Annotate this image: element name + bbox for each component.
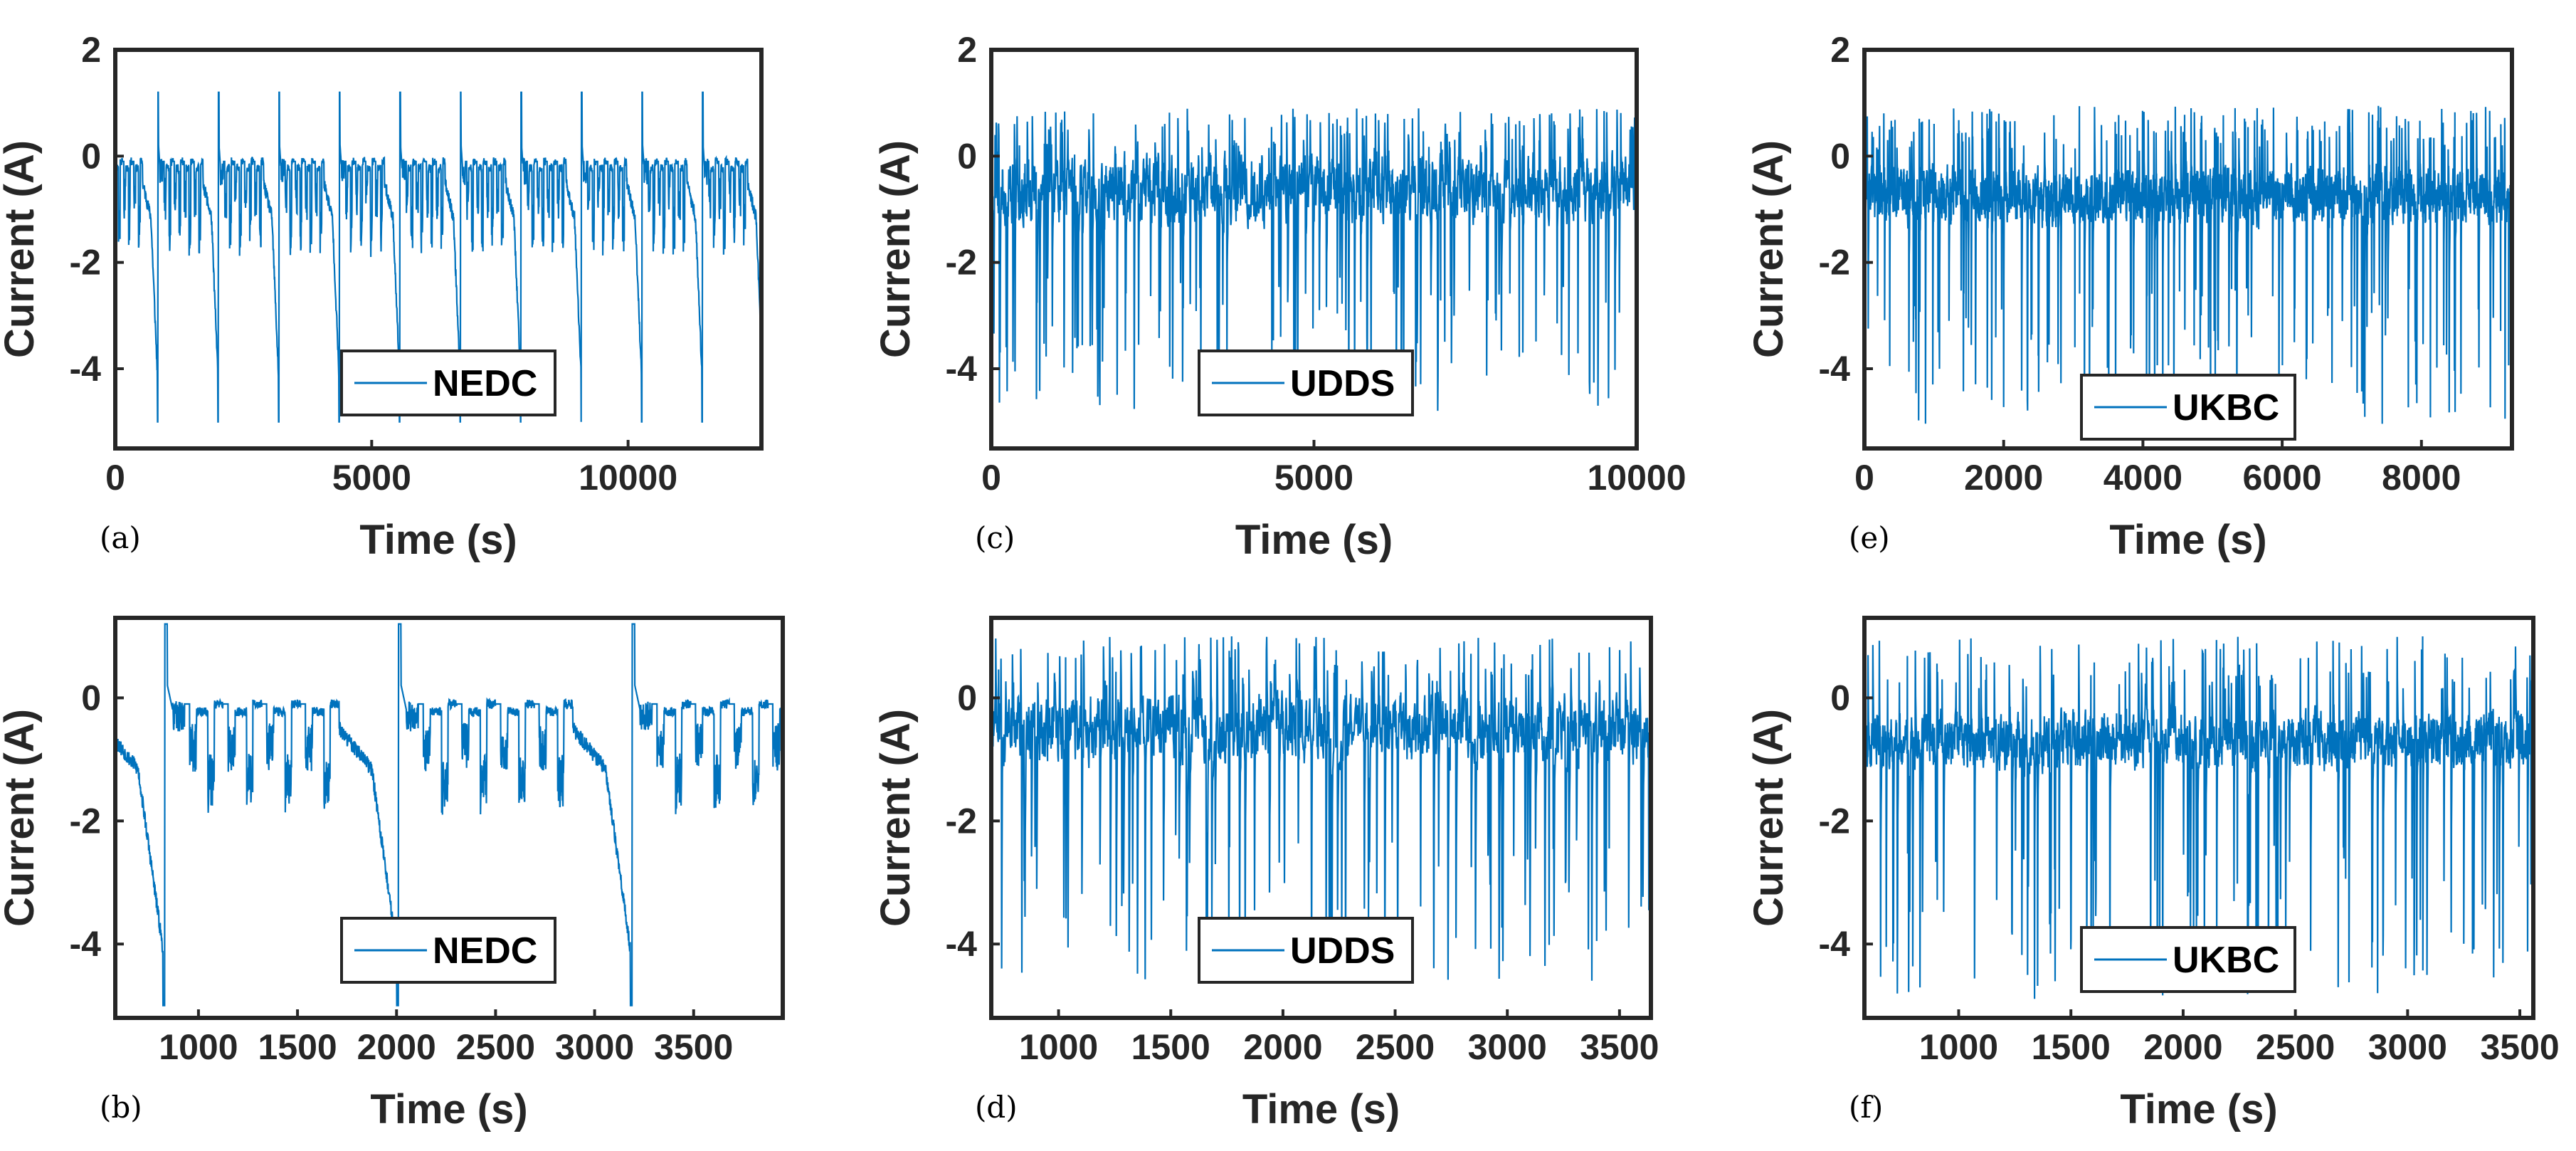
chart-panel-f: 1000 1500 2000 2500 3000 3500 0 -2 -4 Time (s) Cur…: [1746, 616, 2560, 1132]
x-axis-title: Time (s): [2120, 1086, 2277, 1132]
x-tick-label: 3000: [555, 1027, 634, 1067]
panel-label: (a): [100, 520, 141, 555]
chart-panel-a: 0 5000 10000 2 0 -2 -4 Time (s) Current (A) NEDC (…: [0, 30, 764, 563]
y-axis-title: Current (A): [872, 709, 919, 927]
x-tick-label: 3500: [1580, 1027, 1659, 1067]
y-tick-label: -2: [70, 801, 101, 841]
x-tick-label: 1500: [1131, 1027, 1210, 1067]
y-tick-label: -2: [70, 243, 101, 283]
y-tick-label: -4: [1819, 349, 1851, 389]
x-tick-label: 2000: [2143, 1027, 2222, 1067]
x-tick-label: 3000: [2368, 1027, 2447, 1067]
chart-panel-c: 0 5000 10000 2 0 -2 -4 Time (s) Current (A) UDDS (…: [872, 30, 1686, 563]
panel-label: (d): [975, 1090, 1018, 1125]
y-axis-title: Current (A): [0, 140, 43, 358]
x-tick-label: 2000: [357, 1027, 436, 1067]
panel-label: (e): [1849, 520, 1890, 555]
y-axis-title: Current (A): [872, 140, 919, 358]
series-line-ukbc: [1864, 105, 2512, 425]
legend-label: UDDS: [1290, 930, 1395, 972]
x-axis-title: Time (s): [359, 517, 517, 563]
y-axis-title: Current (A): [1746, 140, 1792, 358]
x-tick-label: 5000: [332, 458, 411, 498]
y-tick-label: -4: [946, 924, 978, 964]
y-tick-label: -4: [70, 924, 102, 964]
x-tick-label: 3500: [2480, 1027, 2559, 1067]
x-tick-label: 1000: [1019, 1027, 1098, 1067]
x-tick-label: 2000: [1964, 458, 2043, 498]
x-tick-label: 3000: [1468, 1027, 1547, 1067]
panel-label: (f): [1849, 1090, 1883, 1125]
panel-label: (b): [100, 1090, 142, 1125]
y-tick-label: -4: [946, 349, 978, 389]
y-tick-label: -2: [1819, 243, 1850, 283]
x-tick-label: 8000: [2382, 458, 2461, 498]
chart-panel-d: 1000 1500 2000 2500 3000 3500 0 -2 -4 Time (s) Cur…: [872, 616, 1659, 1132]
y-tick-label: -4: [1819, 924, 1851, 964]
series-line-udds: [991, 636, 1651, 981]
y-axis-title: Current (A): [1746, 709, 1792, 927]
legend: UDDS: [1198, 349, 1414, 416]
x-tick-label: 10000: [579, 458, 677, 498]
y-tick-label: -4: [70, 349, 102, 389]
y-tick-label: -2: [946, 243, 977, 283]
x-tick-label: 1500: [2032, 1027, 2111, 1067]
y-tick-label: 0: [81, 136, 101, 176]
legend: UDDS: [1198, 917, 1414, 984]
y-tick-label: 0: [957, 136, 977, 176]
plot-frame: [113, 616, 785, 1020]
x-tick-label: 1500: [258, 1027, 337, 1067]
panel-label: (c): [975, 520, 1015, 555]
legend-label: NEDC: [433, 930, 537, 972]
x-axis-title: Time (s): [1242, 1086, 1400, 1132]
x-tick-label: 3500: [654, 1027, 733, 1067]
x-tick-label: 4000: [2103, 458, 2182, 498]
x-tick-label: 5000: [1274, 458, 1353, 498]
y-tick-label: 0: [1830, 678, 1850, 718]
legend: NEDC: [340, 917, 556, 984]
y-tick-label: -2: [946, 801, 977, 841]
plot-frame: [989, 616, 1653, 1020]
series-line-ukbc: [1864, 636, 2533, 999]
x-tick-label: 1000: [1919, 1027, 1998, 1067]
x-tick-label: 0: [981, 458, 1001, 498]
x-tick-label: 2500: [456, 1027, 535, 1067]
y-tick-label: 2: [957, 30, 977, 70]
y-tick-label: 2: [1830, 30, 1850, 70]
x-tick-label: 6000: [2242, 458, 2321, 498]
x-tick-label: 2500: [1356, 1027, 1435, 1067]
x-axis-title: Time (s): [1235, 517, 1393, 563]
legend-label: UDDS: [1290, 363, 1395, 404]
x-axis-title: Time (s): [370, 1086, 527, 1132]
series-line-udds: [991, 108, 1637, 411]
y-tick-label: -2: [1819, 801, 1850, 841]
plot-frame: [1862, 616, 2535, 1020]
plot-frame: [1862, 48, 2514, 451]
x-tick-label: 2000: [1243, 1027, 1322, 1067]
y-tick-label: 2: [81, 30, 101, 70]
x-tick-label: 0: [1854, 458, 1874, 498]
legend: NEDC: [340, 349, 556, 416]
y-tick-label: 0: [957, 678, 977, 718]
x-tick-label: 2500: [2256, 1027, 2335, 1067]
legend-box: [340, 917, 556, 984]
y-tick-label: 0: [1830, 136, 1850, 176]
x-axis-title: Time (s): [2109, 517, 2266, 563]
legend-label: NEDC: [433, 363, 537, 404]
legend-label: UKBC: [2173, 940, 2279, 981]
legend: UKBC: [2080, 374, 2296, 441]
x-tick-label: 1000: [159, 1027, 238, 1067]
x-tick-label: 0: [105, 458, 125, 498]
plot-frame: [113, 48, 764, 451]
y-tick-label: 0: [81, 678, 101, 718]
legend: UKBC: [2080, 926, 2296, 993]
chart-panel-b: 1000 1500 2000 2500 3000 3500 0 -2 -4 Time (s) Cur…: [0, 616, 785, 1132]
series-line-nedc: [115, 91, 761, 423]
chart-panel-e: 0 2000 4000 6000 8000 2 0 -2 -4 Time (s) Current (…: [1746, 30, 2514, 563]
x-tick-label: 10000: [1587, 458, 1686, 498]
series-line-nedc: [115, 623, 783, 1007]
legend-label: UKBC: [2173, 387, 2279, 429]
y-axis-title: Current (A): [0, 709, 43, 927]
